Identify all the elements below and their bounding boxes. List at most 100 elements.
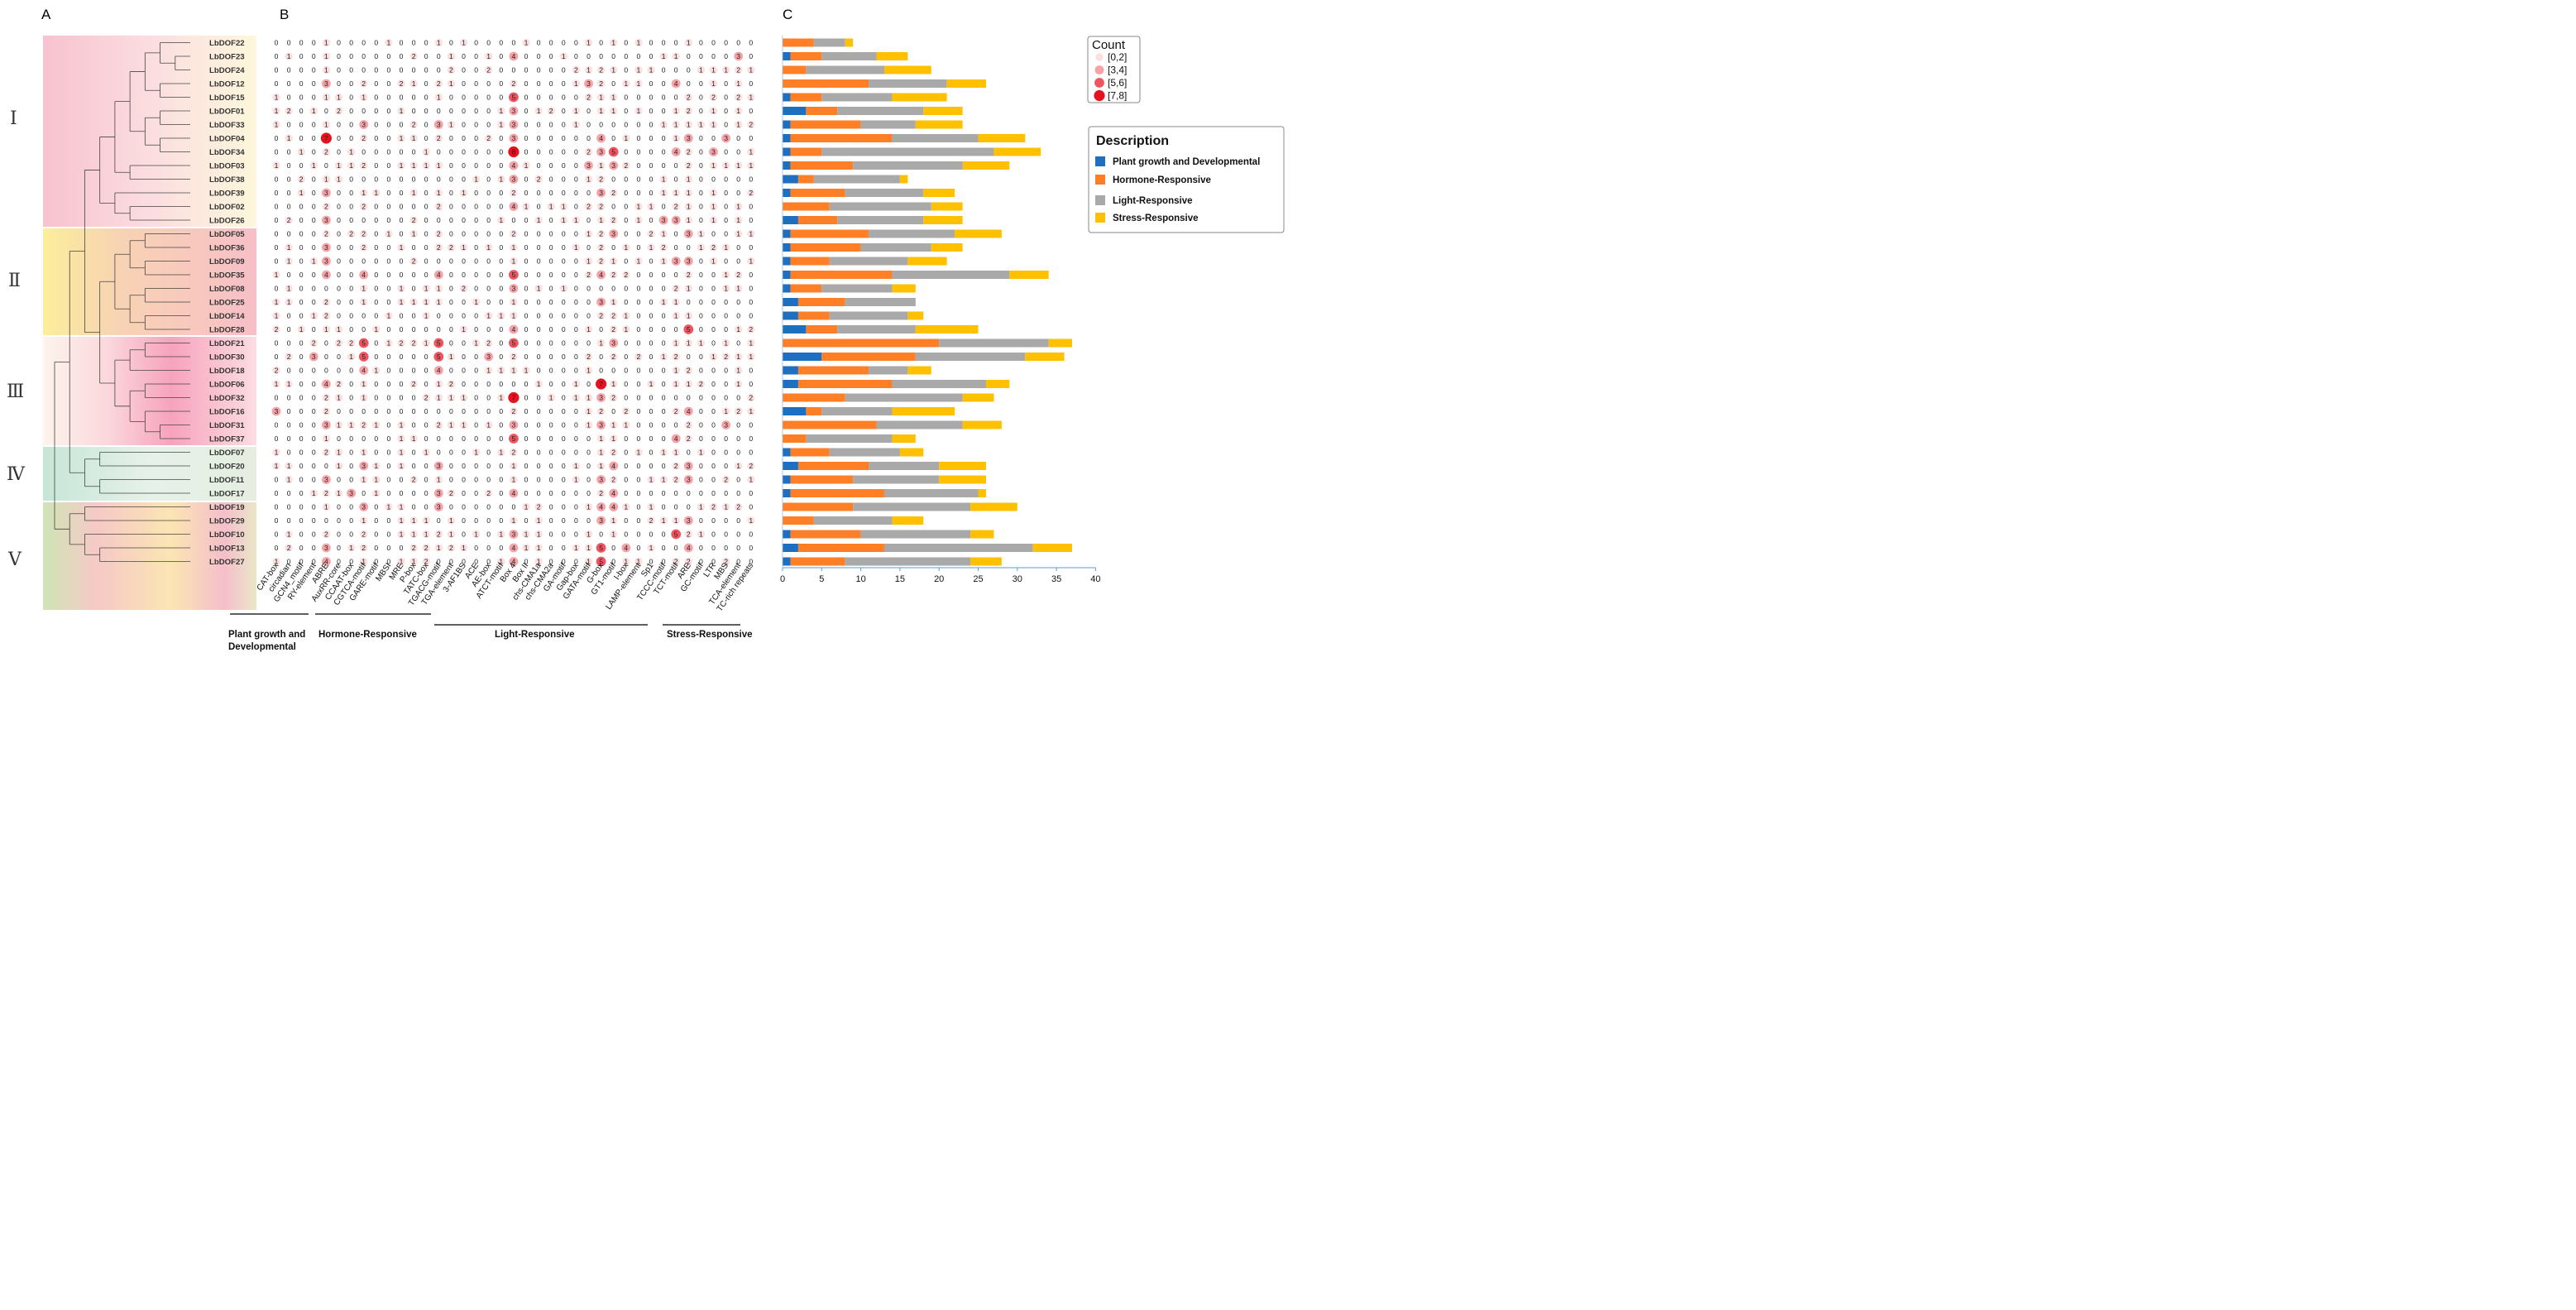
count-value: 0 xyxy=(449,257,453,266)
count-value: 0 xyxy=(374,407,378,415)
count-value: 3 xyxy=(324,79,328,88)
count-bubble xyxy=(672,353,680,361)
x-tick-label: 30 xyxy=(1013,574,1022,584)
count-value: 0 xyxy=(374,243,378,252)
count-bubble xyxy=(272,120,280,129)
count-value: 0 xyxy=(611,285,615,293)
count-value: 0 xyxy=(624,66,628,74)
count-value: 0 xyxy=(611,544,615,552)
count-value: 1 xyxy=(624,243,628,252)
count-value: 0 xyxy=(637,134,641,142)
count-value: 0 xyxy=(624,203,628,211)
count-value: 0 xyxy=(649,216,654,224)
count-value: 1 xyxy=(275,161,279,170)
count-value: 0 xyxy=(324,462,328,470)
count-value: 0 xyxy=(400,407,404,415)
count-value: 0 xyxy=(624,367,628,375)
count-value: 1 xyxy=(512,516,516,525)
count-bubble xyxy=(735,284,743,293)
count-value: 0 xyxy=(374,257,378,266)
gene-label: LbDOF22 xyxy=(209,39,245,48)
count-value: 1 xyxy=(599,107,603,115)
count-bubble xyxy=(485,65,493,74)
count-bubble xyxy=(422,448,430,457)
bar-segment xyxy=(783,79,869,88)
count-value: 1 xyxy=(574,462,578,470)
count-bubble xyxy=(709,216,718,224)
count-value: 0 xyxy=(337,544,341,552)
count-value: 0 xyxy=(299,421,304,429)
gene-label: LbDOF33 xyxy=(209,121,245,130)
count-value: 0 xyxy=(299,134,304,142)
count-value: 0 xyxy=(462,271,466,279)
count-bubble xyxy=(509,434,519,444)
count-value: 1 xyxy=(587,421,591,429)
count-value: 0 xyxy=(562,434,566,443)
count-value: 0 xyxy=(699,257,703,266)
count-value: 2 xyxy=(674,203,678,211)
count-value: 1 xyxy=(287,285,291,293)
count-bubble xyxy=(409,79,418,88)
count-value: 0 xyxy=(624,216,628,224)
count-bubble xyxy=(596,93,606,102)
count-value: 0 xyxy=(337,312,341,320)
count-value: 0 xyxy=(362,66,366,74)
bar-segment xyxy=(783,216,798,224)
count-bubble xyxy=(320,132,332,144)
count-value: 3 xyxy=(599,148,603,156)
bar-segment xyxy=(876,52,908,60)
count-value: 1 xyxy=(587,367,591,375)
count-value: 0 xyxy=(312,285,316,293)
bar-segment xyxy=(892,516,924,525)
count-value: 1 xyxy=(400,434,404,443)
count-value: 0 xyxy=(574,94,578,102)
count-legend-symbol xyxy=(1095,53,1104,61)
count-value: 0 xyxy=(486,161,491,170)
count-bubble xyxy=(721,338,730,348)
count-value: 0 xyxy=(374,449,378,457)
count-value: 1 xyxy=(687,203,691,211)
bar-segment xyxy=(869,79,947,88)
count-value: 0 xyxy=(537,476,541,484)
count-value: 0 xyxy=(662,530,666,539)
count-value: 0 xyxy=(624,39,628,47)
count-value: 0 xyxy=(486,39,491,47)
count-bubble xyxy=(634,79,643,88)
count-bubble xyxy=(347,420,356,429)
count-value: 1 xyxy=(749,148,753,156)
count-value: 0 xyxy=(724,434,728,443)
count-value: 1 xyxy=(736,325,740,333)
count-value: 1 xyxy=(275,462,279,470)
count-value: 0 xyxy=(562,66,566,74)
count-value: 1 xyxy=(337,462,341,470)
count-value: 1 xyxy=(287,243,291,252)
count-value: 0 xyxy=(549,449,553,457)
count-value: 0 xyxy=(287,175,291,184)
count-bubble xyxy=(747,65,755,74)
count-value: 2 xyxy=(437,530,441,539)
count-value: 1 xyxy=(374,421,378,429)
bar-segment xyxy=(869,229,955,238)
bar-segment xyxy=(797,216,838,224)
count-value: 1 xyxy=(524,544,529,552)
count-value: 0 xyxy=(524,407,529,415)
count-value: 0 xyxy=(662,285,666,293)
count-value: 0 xyxy=(400,394,404,402)
count-value: 0 xyxy=(275,134,279,142)
count-value: 1 xyxy=(537,530,541,539)
count-bubble xyxy=(547,202,555,211)
count-value: 0 xyxy=(674,489,678,497)
count-value: 1 xyxy=(449,121,453,129)
count-value: 0 xyxy=(724,298,728,306)
count-value: 0 xyxy=(674,544,678,552)
count-value: 0 xyxy=(537,52,541,60)
count-bubble xyxy=(672,52,680,60)
count-value: 0 xyxy=(312,325,316,333)
gene-label: LbDOF39 xyxy=(209,189,245,198)
count-value: 0 xyxy=(374,175,378,184)
count-value: 0 xyxy=(499,203,503,211)
count-value: 0 xyxy=(649,312,654,320)
count-value: 1 xyxy=(674,107,678,115)
count-value: 0 xyxy=(749,530,753,539)
count-bubble xyxy=(672,189,680,197)
